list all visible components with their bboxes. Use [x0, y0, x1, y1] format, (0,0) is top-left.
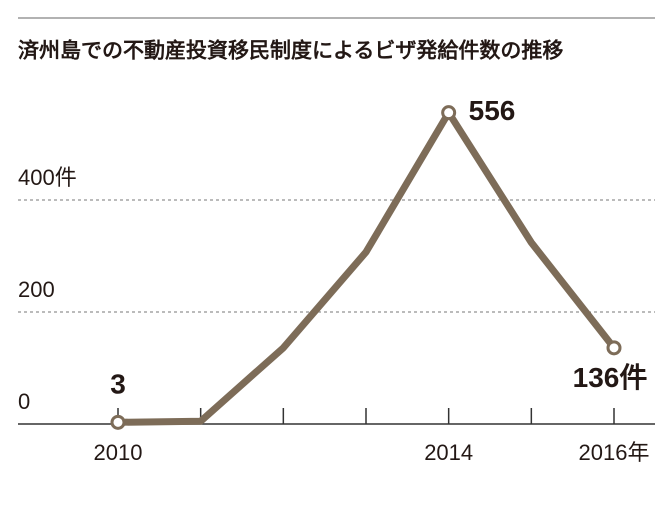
data-label: 556 — [469, 95, 516, 126]
marker — [606, 340, 622, 356]
chart-title: 済州島での不動産投資移民制度によるビザ発給件数の推移 — [18, 39, 563, 63]
data-label: 3 — [110, 369, 126, 400]
y-tick-label: 200 — [18, 277, 55, 302]
y-tick-label: 400件 — [18, 165, 77, 190]
x-tick-label: 2016年 — [579, 440, 650, 465]
x-tick-label: 2010 — [94, 440, 143, 465]
x-tick-label: 2014 — [424, 440, 473, 465]
y-tick-label: 0 — [18, 389, 30, 414]
data-label: 136件 — [573, 362, 648, 393]
marker — [110, 414, 126, 430]
marker — [441, 105, 457, 121]
line — [117, 109, 617, 426]
